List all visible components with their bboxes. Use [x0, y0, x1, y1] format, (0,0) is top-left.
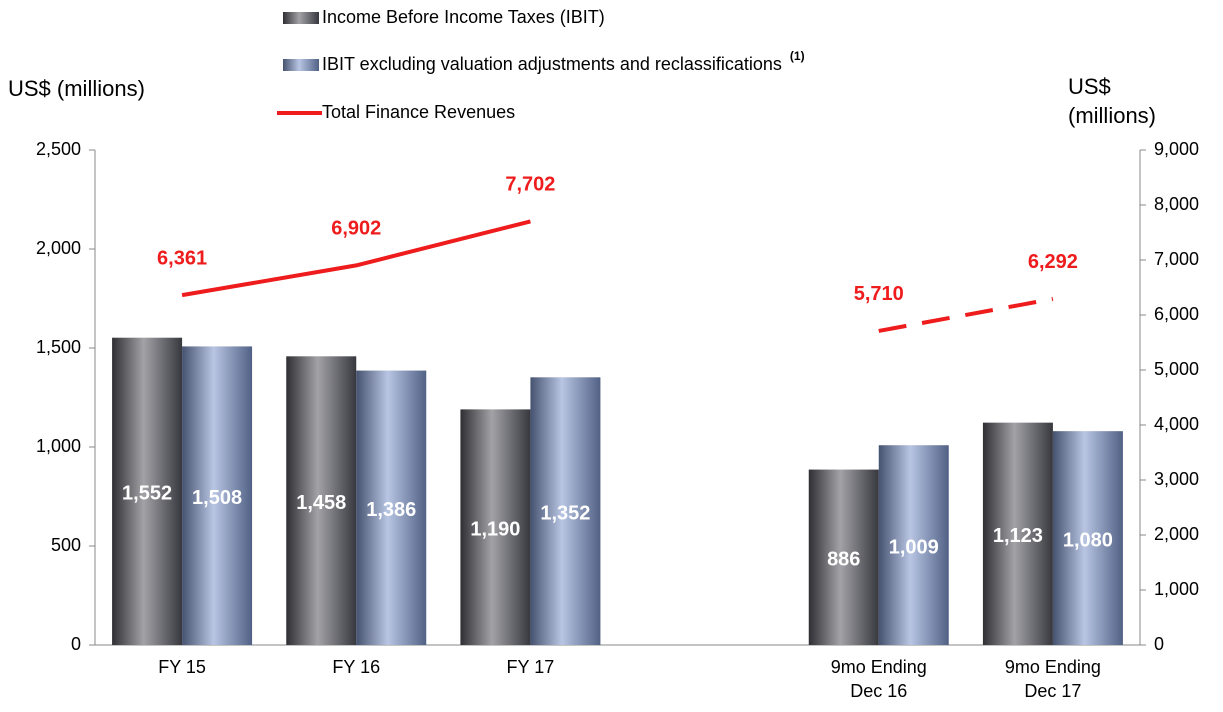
- y2-tick-label: 0: [1154, 634, 1164, 654]
- line: [181, 219, 531, 298]
- bar: [530, 377, 601, 645]
- legend-label: Total Finance Revenues: [322, 102, 515, 122]
- y2-tick-label: 8,000: [1154, 194, 1199, 214]
- bar-value-label: 1,508: [192, 487, 242, 509]
- y-tick-label: 0: [71, 634, 81, 654]
- y-tick-label: 2,500: [36, 139, 81, 159]
- bar-value-label: 886: [827, 549, 860, 571]
- y2-tick-label: 9,000: [1154, 139, 1199, 159]
- bar: [808, 469, 879, 645]
- y-tick-label: 1,000: [36, 436, 81, 456]
- x-tick-label: 9mo Ending Dec 17: [1004, 657, 1101, 701]
- line-value-label: 6,902: [331, 218, 381, 240]
- legend-swatch: [283, 12, 319, 24]
- y2-tick-label: 3,000: [1154, 469, 1199, 489]
- bar-value-label: 1,552: [122, 483, 172, 505]
- bar: [982, 422, 1053, 645]
- legend-label: Income Before Income Taxes (IBIT): [322, 7, 605, 27]
- bar-value-label: 1,190: [470, 518, 520, 540]
- line-value-label: 5,710: [854, 283, 904, 305]
- bar: [182, 346, 253, 645]
- y2-tick-label: 6,000: [1154, 304, 1199, 324]
- y2-axis-title: US$ (millions): [1068, 74, 1156, 128]
- bar-value-label: 1,080: [1063, 529, 1113, 551]
- line-value-label: 6,292: [1028, 251, 1078, 273]
- y-tick-label: 500: [51, 535, 81, 555]
- x-tick-label: FY 17: [506, 657, 555, 677]
- y2-tick-label: 5,000: [1154, 359, 1199, 379]
- y2-tick-label: 1,000: [1154, 579, 1199, 599]
- bar: [286, 356, 357, 645]
- y2-tick-label: 7,000: [1154, 249, 1199, 269]
- legend-footnote: (1): [790, 49, 805, 63]
- bar: [1052, 431, 1123, 645]
- x-tick-label: FY 16: [332, 657, 381, 677]
- line: [878, 296, 1054, 333]
- bar-value-label: 1,458: [296, 492, 346, 514]
- bar-value-label: 1,352: [540, 502, 590, 524]
- y-axis-title: US$ (millions): [8, 76, 145, 101]
- bar: [878, 445, 949, 645]
- bar: [460, 409, 531, 645]
- bar-value-label: 1,386: [366, 499, 416, 521]
- legend-swatch: [283, 59, 319, 71]
- y2-tick-label: 4,000: [1154, 414, 1199, 434]
- y-tick-label: 1,500: [36, 337, 81, 357]
- line-value-label: 6,361: [157, 247, 207, 269]
- y2-tick-label: 2,000: [1154, 524, 1199, 544]
- bar-value-label: 1,009: [889, 536, 939, 558]
- x-tick-label: FY 15: [158, 657, 206, 677]
- bar: [112, 337, 183, 645]
- legend-label: IBIT excluding valuation adjustments and…: [322, 54, 782, 74]
- y-tick-label: 2,000: [36, 238, 81, 258]
- x-tick-label: 9mo Ending Dec 16: [830, 657, 927, 701]
- bar: [356, 370, 427, 645]
- line-value-label: 7,702: [505, 174, 555, 196]
- bar-value-label: 1,123: [993, 525, 1043, 547]
